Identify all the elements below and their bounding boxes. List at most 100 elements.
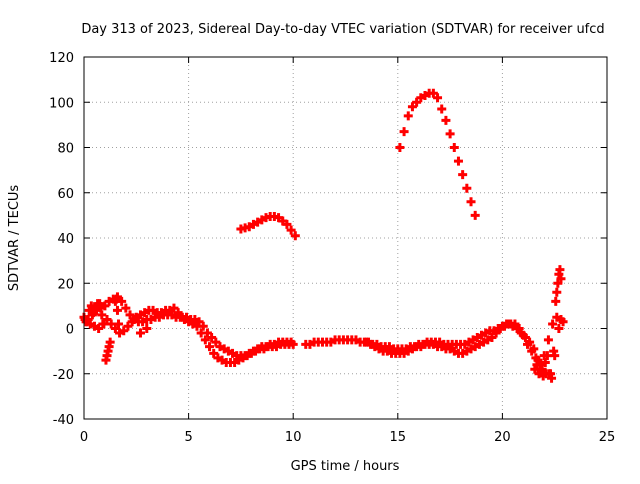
data-point [119, 326, 129, 336]
data-point [407, 102, 417, 112]
data-point [82, 317, 92, 327]
data-point [198, 321, 208, 331]
data-point [286, 225, 296, 235]
data-point [466, 197, 476, 207]
y-axis-label: SDTVAR / TECUs [7, 185, 22, 292]
data-point [395, 143, 405, 152]
data-point [470, 210, 480, 220]
data-point [558, 317, 568, 327]
data-point [536, 366, 546, 376]
data-point [453, 156, 463, 166]
data-point [205, 342, 215, 352]
data-point [512, 324, 522, 333]
data-point [441, 115, 451, 125]
data-point [547, 373, 557, 383]
data-point [433, 93, 443, 103]
data-point [102, 314, 112, 324]
data-point [99, 319, 109, 329]
x-tick-label: 15 [390, 430, 407, 445]
data-point [211, 337, 221, 347]
data-point [525, 337, 535, 347]
data-point [202, 328, 212, 338]
data-point [173, 308, 183, 318]
x-tick-label: 10 [285, 430, 302, 445]
data-point [542, 351, 552, 361]
data-point [282, 219, 292, 229]
data-point [135, 328, 145, 338]
data-point [286, 337, 296, 347]
y-tick-label: 60 [57, 187, 74, 202]
y-tick-label: 100 [49, 96, 74, 111]
data-point [520, 333, 530, 343]
data-point [491, 328, 501, 338]
data-point [532, 360, 542, 370]
data-point [487, 333, 497, 343]
data-point [462, 183, 472, 193]
data-point [95, 299, 105, 309]
data-point [97, 310, 107, 320]
data-point [548, 319, 558, 329]
data-point [94, 324, 104, 333]
x-tick-label: 25 [599, 430, 616, 445]
data-point [114, 319, 124, 329]
y-tick-label: 120 [49, 51, 74, 66]
data-point [445, 129, 455, 139]
data-point [551, 296, 561, 306]
data-point [200, 335, 210, 345]
data-point [554, 324, 564, 333]
x-tick-label: 5 [184, 430, 192, 445]
data-point [106, 319, 116, 329]
x-tick-label: 0 [80, 430, 88, 445]
y-tick-label: 40 [57, 232, 74, 247]
plot-frame [83, 56, 608, 420]
x-tick-label: 20 [494, 430, 511, 445]
data-point [110, 324, 120, 333]
y-tick-label: 0 [66, 323, 74, 338]
data-layer [79, 88, 568, 383]
data-point [290, 231, 300, 241]
data-point [88, 308, 98, 318]
y-tick-label: -20 [53, 368, 74, 383]
data-point [552, 287, 562, 297]
data-point [530, 364, 540, 374]
data-point [538, 371, 548, 381]
data-point [105, 337, 115, 347]
data-point [91, 303, 101, 313]
data-point [111, 294, 121, 304]
tick-layer: 0 5 10 15 20 25 -40 -20 0 20 40 60 80 100 120 [49, 51, 615, 445]
y-tick-label: -40 [53, 413, 74, 428]
chart-title: Day 313 of 2023, Sidereal Day-to-day VTE… [81, 22, 604, 37]
data-point [555, 265, 565, 275]
data-point [553, 278, 563, 288]
data-point [516, 328, 526, 338]
grid-layer [84, 57, 607, 419]
data-point [437, 104, 447, 114]
data-point [123, 321, 133, 331]
data-point [100, 301, 110, 311]
y-tick-label: 80 [57, 142, 74, 157]
data-point [412, 97, 422, 107]
x-axis-label: GPS time / hours [291, 459, 400, 474]
data-point [449, 143, 459, 152]
data-point [142, 324, 152, 333]
y-tick-label: 20 [57, 277, 74, 292]
data-point [121, 303, 131, 313]
data-point [112, 305, 122, 315]
data-point [127, 317, 137, 327]
data-point [458, 170, 468, 180]
data-point [543, 335, 553, 345]
data-point [403, 111, 413, 121]
data-point [207, 333, 217, 343]
data-point [529, 344, 539, 354]
data-point [428, 88, 438, 98]
data-point [399, 127, 409, 137]
data-point [194, 317, 204, 327]
data-point [540, 357, 550, 367]
data-point [209, 348, 219, 358]
data-point [544, 369, 554, 379]
data-point [169, 303, 179, 313]
data-point [125, 310, 135, 320]
data-point [549, 346, 559, 356]
